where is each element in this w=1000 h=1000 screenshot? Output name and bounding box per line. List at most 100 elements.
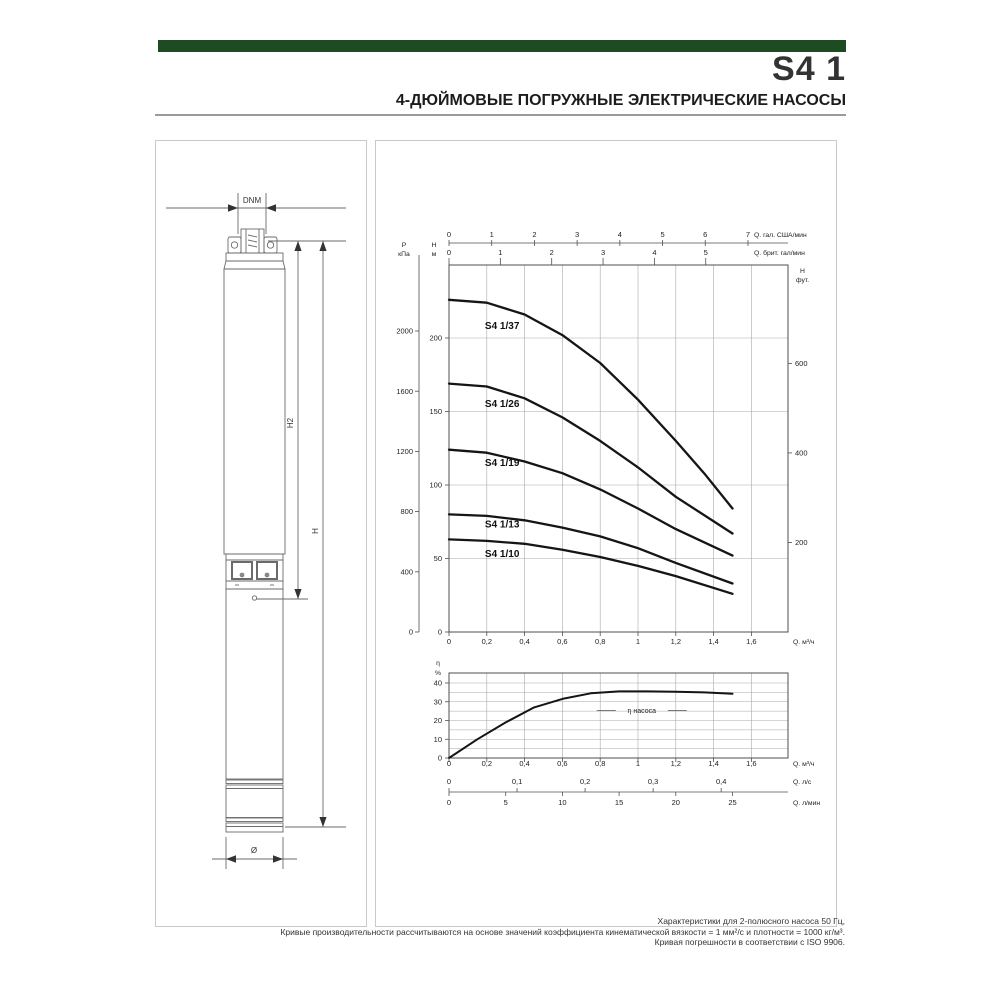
axis-label: 0 xyxy=(447,637,451,646)
axis-label: 0 xyxy=(447,798,451,807)
axis-label: 6 xyxy=(703,230,707,239)
pump-drawing-panel: DNM H2 H Ø xyxy=(155,140,367,927)
h2-arrow-bottom xyxy=(294,589,302,599)
performance-charts: 0501001502000400800120016002000200400600… xyxy=(396,230,821,807)
axis-label: 0,4 xyxy=(519,637,529,646)
plot-frame xyxy=(448,264,789,633)
axis-label: 400 xyxy=(795,449,808,458)
head-flow-chart: 0501001502000400800120016002000200400600… xyxy=(396,230,815,646)
axis-label: 2000 xyxy=(396,327,413,336)
dim-label-diameter: Ø xyxy=(251,846,257,855)
lps-unit-label: Q. л/с xyxy=(793,779,812,786)
h2-arrow-top xyxy=(294,241,302,251)
axis-label: 1 xyxy=(498,248,502,257)
axis-label: 400 xyxy=(400,567,413,576)
axis-label: 0,4 xyxy=(519,759,529,768)
diameter-arrow-right xyxy=(273,855,283,863)
axis-label: 40 xyxy=(434,679,442,688)
axis-label: 600 xyxy=(795,359,808,368)
axis-label: 1,4 xyxy=(708,759,718,768)
efficiency-label: η насоса xyxy=(628,708,657,715)
axis-label: 0,2 xyxy=(482,759,492,768)
header-rule xyxy=(155,114,846,116)
axis-label: 2 xyxy=(550,248,554,257)
axis-label: 1 xyxy=(636,759,640,768)
impgpm-unit-label: Q. брит. гал/мин xyxy=(754,249,805,257)
axis-label: 200 xyxy=(429,334,442,343)
axis-label: 0 xyxy=(447,759,451,768)
axis-label: 100 xyxy=(429,481,442,490)
axis-label: 0,3 xyxy=(648,777,658,786)
axis-label: 20 xyxy=(434,716,442,725)
axis-label: 1,2 xyxy=(671,759,681,768)
axis-label: 0,8 xyxy=(595,637,605,646)
pump-curve-S4-1-10 xyxy=(447,538,734,595)
pump-curve-S4-1-13 xyxy=(447,513,734,585)
axis-label: 4 xyxy=(652,248,656,257)
axis-label: 1 xyxy=(636,637,640,646)
page-subtitle: 4-ДЮЙМОВЫЕ ПОГРУЖНЫЕ ЭЛЕКТРИЧЕСКИЕ НАСОС… xyxy=(395,92,846,109)
diameter-arrow-left xyxy=(226,855,236,863)
axis-label: 25 xyxy=(728,798,736,807)
axis-label: 0,8 xyxy=(595,759,605,768)
axis-label: 5 xyxy=(704,248,708,257)
axis-label: 15 xyxy=(615,798,623,807)
pump-curve-S4-1-19 xyxy=(447,448,734,557)
dnm-arrow-right xyxy=(266,204,276,212)
axis-label: 200 xyxy=(795,538,808,547)
axis-label: 0 xyxy=(447,230,451,239)
axis-label: 0,6 xyxy=(557,637,567,646)
axis-label: 2 xyxy=(532,230,536,239)
h-arrow-bottom xyxy=(319,817,327,827)
curve-label: S4 1/10 xyxy=(485,549,520,560)
header-accent-bar xyxy=(158,40,846,52)
axis-label: м xyxy=(432,251,437,258)
axis-label: фут. xyxy=(796,277,809,284)
efficiency-curve-line xyxy=(448,690,734,759)
axis-label: H xyxy=(432,242,437,249)
curve-label: S4 1/13 xyxy=(485,520,520,531)
footer-notes: Характеристики для 2-полюсного насоса 50… xyxy=(145,916,845,948)
performance-charts-panel: 0 50 100 150 200 0 400 800 1200 1600 2000 200 400 600… xyxy=(375,140,837,927)
axis-label: 10 xyxy=(558,798,566,807)
axis-label: 0 xyxy=(438,628,442,637)
axis-label: 0,6 xyxy=(557,759,567,768)
lpm-unit-label: Q. л/мин xyxy=(793,800,820,807)
axis-label: 1,6 xyxy=(746,637,756,646)
h-arrow-top xyxy=(319,241,327,251)
axis-label: % xyxy=(435,670,441,677)
m3h-unit-label: Q. м³/ч xyxy=(793,639,815,646)
axis-label: 30 xyxy=(434,697,442,706)
axis-label: 1,4 xyxy=(708,637,718,646)
axis-label: 150 xyxy=(429,407,442,416)
dim-label-h: H xyxy=(311,528,320,534)
axis-label: 50 xyxy=(434,554,442,563)
axis-label: 0,1 xyxy=(512,777,522,786)
pump-curve-S4-1-37 xyxy=(447,298,734,510)
efficiency-chart: 0 10 20 30 40 η% η насоса 0 0,2 0,4 0,6 0,8 1 1,2 1,4 1… xyxy=(434,660,821,807)
page-title: S4 1 xyxy=(772,50,846,88)
axis-label: 7 xyxy=(746,230,750,239)
axis-label: 4 xyxy=(618,230,622,239)
axis-label: H xyxy=(800,268,805,275)
pump-curve-S4-1-26 xyxy=(447,382,734,535)
axis-label: 0 xyxy=(447,777,451,786)
axis-label: 10 xyxy=(434,735,442,744)
m3h-unit-label: Q. м³/ч xyxy=(793,761,815,768)
plot-frame xyxy=(448,672,789,759)
axis-label: 3 xyxy=(601,248,605,257)
axis-label: 0 xyxy=(438,754,442,763)
footer-note-line: Кривые производительности рассчитываются… xyxy=(280,926,845,937)
axis-label: 20 xyxy=(672,798,680,807)
axis-label: 5 xyxy=(504,798,508,807)
axis-label: P xyxy=(402,242,407,249)
axis-label: 1 xyxy=(490,230,494,239)
axis-label: 0 xyxy=(447,248,451,257)
axis-label: 1,6 xyxy=(746,759,756,768)
axis-label: 1600 xyxy=(396,387,413,396)
usgpm-unit-label: Q. гал. США/мин xyxy=(754,232,807,239)
curve-label: S4 1/19 xyxy=(485,458,520,469)
axis-label: 1,2 xyxy=(671,637,681,646)
dim-label-h2: H2 xyxy=(286,417,295,428)
